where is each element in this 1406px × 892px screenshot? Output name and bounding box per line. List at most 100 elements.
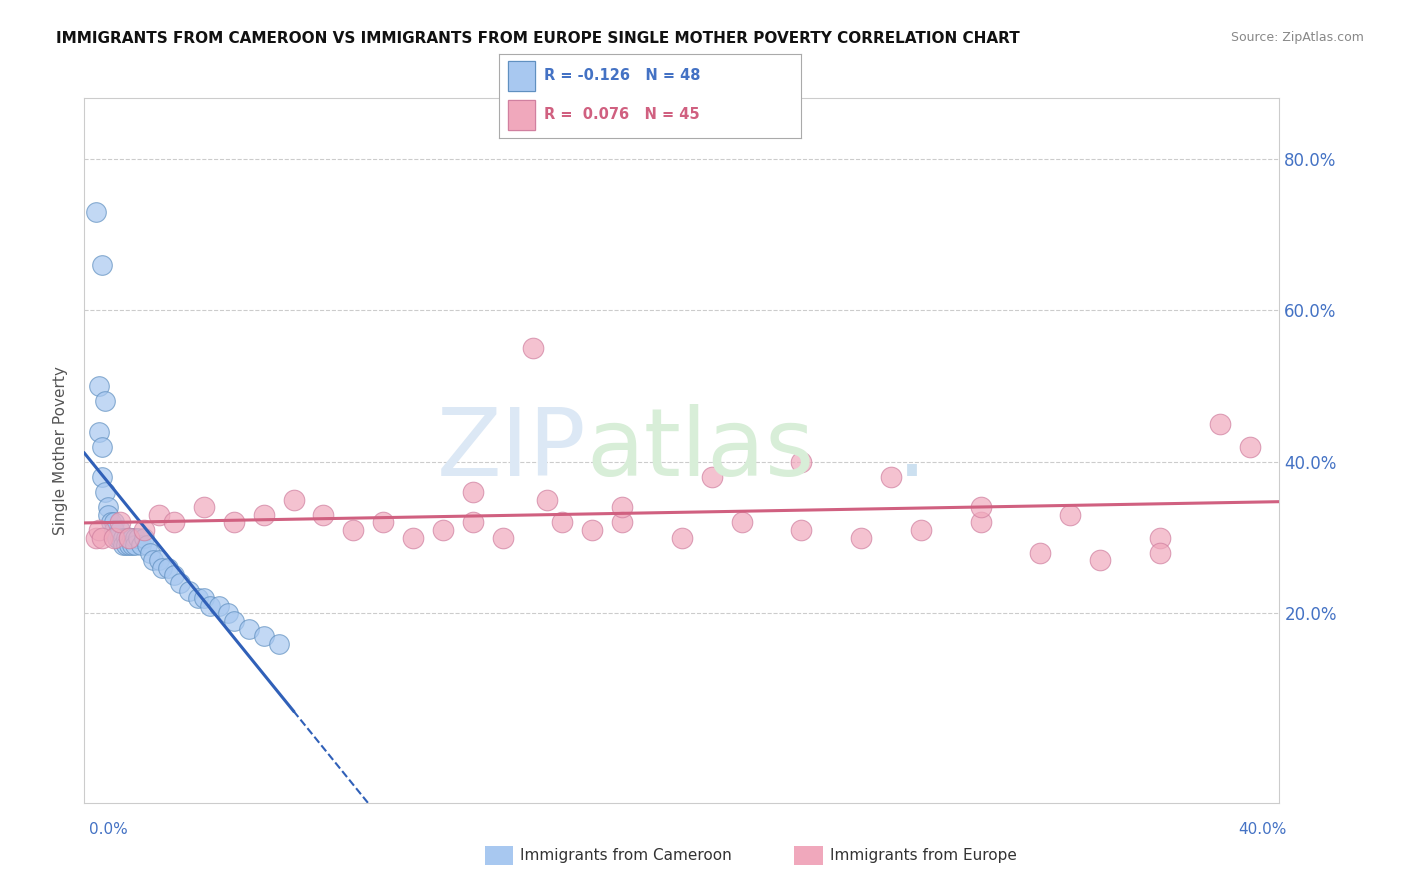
Point <box>253 508 276 522</box>
Point <box>148 553 170 567</box>
Point <box>103 531 125 545</box>
Point <box>132 531 156 545</box>
Point <box>610 516 633 530</box>
Point <box>283 492 305 507</box>
Text: Immigrants from Europe: Immigrants from Europe <box>830 848 1017 863</box>
Point <box>1149 546 1171 560</box>
Point <box>432 523 454 537</box>
Point <box>89 523 111 537</box>
Point <box>100 516 122 530</box>
Point <box>217 607 239 621</box>
Bar <box>508 62 536 91</box>
Point <box>163 568 186 582</box>
Point <box>187 591 209 606</box>
Point <box>1208 417 1232 431</box>
Point <box>222 614 245 628</box>
Point <box>136 538 159 552</box>
Point <box>402 531 425 545</box>
Point <box>461 485 484 500</box>
Point <box>208 599 231 613</box>
Point <box>91 470 114 484</box>
Point <box>105 531 128 545</box>
Point <box>118 531 141 545</box>
Point <box>790 523 813 537</box>
Point <box>127 531 149 545</box>
Point <box>492 531 515 545</box>
Point <box>267 637 290 651</box>
Point <box>790 455 813 469</box>
Point <box>148 508 170 522</box>
Point <box>97 508 120 522</box>
Point <box>910 523 932 537</box>
Point <box>110 531 132 545</box>
Text: 0.0%: 0.0% <box>89 822 128 837</box>
Text: ZIP: ZIP <box>437 404 586 497</box>
Point <box>169 576 191 591</box>
Point <box>371 516 394 530</box>
Point <box>129 538 152 552</box>
Point <box>193 500 215 515</box>
Point <box>110 523 132 537</box>
Point <box>97 500 120 515</box>
Point <box>121 531 143 545</box>
Point <box>132 523 156 537</box>
Point <box>700 470 723 484</box>
Point <box>536 492 558 507</box>
Point <box>671 531 693 545</box>
Point <box>193 591 215 606</box>
Point <box>970 500 993 515</box>
Point <box>91 531 114 545</box>
Point <box>610 500 633 515</box>
Point <box>89 379 111 393</box>
Point <box>118 538 141 552</box>
Point <box>112 531 135 545</box>
Point <box>581 523 603 537</box>
Point <box>124 531 146 545</box>
Point <box>157 561 180 575</box>
Text: 40.0%: 40.0% <box>1239 822 1286 837</box>
Point <box>115 531 138 545</box>
Bar <box>508 62 536 91</box>
Point <box>112 538 135 552</box>
Point <box>522 341 544 355</box>
Point <box>731 516 754 530</box>
Point <box>105 531 128 545</box>
Point <box>1149 531 1171 545</box>
Point <box>91 258 114 272</box>
Text: IMMIGRANTS FROM CAMEROON VS IMMIGRANTS FROM EUROPE SINGLE MOTHER POVERTY CORRELA: IMMIGRANTS FROM CAMEROON VS IMMIGRANTS F… <box>56 31 1019 46</box>
Point <box>1239 440 1261 454</box>
Point <box>222 516 245 530</box>
Point <box>89 425 111 439</box>
Point <box>342 523 364 537</box>
Point <box>94 485 117 500</box>
Point <box>880 470 903 484</box>
Point <box>115 538 138 552</box>
Point <box>177 583 200 598</box>
Point <box>103 523 125 537</box>
Point <box>849 531 872 545</box>
Point <box>86 531 108 545</box>
Point <box>124 538 146 552</box>
Text: R = -0.126   N = 48: R = -0.126 N = 48 <box>544 69 702 84</box>
Point <box>238 622 260 636</box>
Point <box>121 538 143 552</box>
Point <box>94 394 117 409</box>
Point <box>142 553 165 567</box>
Point <box>110 516 132 530</box>
Point <box>86 204 108 219</box>
Text: atlas: atlas <box>586 404 814 497</box>
Point <box>139 546 162 560</box>
Point <box>150 561 173 575</box>
Point <box>91 440 114 454</box>
Text: Immigrants from Cameroon: Immigrants from Cameroon <box>520 848 733 863</box>
Point <box>198 599 221 613</box>
Point <box>118 531 141 545</box>
Point <box>1090 553 1112 567</box>
Point <box>551 516 574 530</box>
Point <box>163 516 186 530</box>
Point <box>1059 508 1081 522</box>
Text: R =  0.076   N = 45: R = 0.076 N = 45 <box>544 107 700 122</box>
Text: Source: ZipAtlas.com: Source: ZipAtlas.com <box>1230 31 1364 45</box>
Point <box>312 508 335 522</box>
Point <box>461 516 484 530</box>
